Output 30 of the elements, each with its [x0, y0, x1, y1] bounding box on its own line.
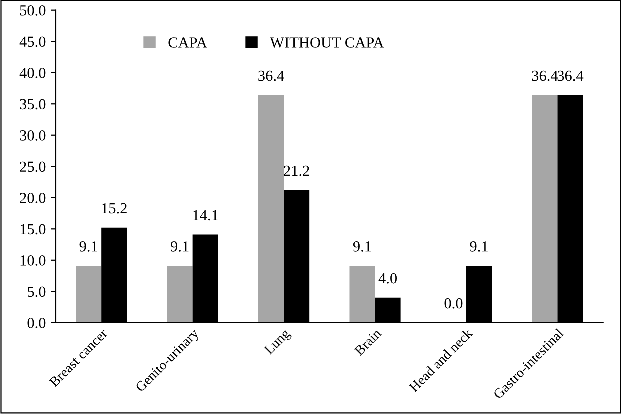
bar	[76, 266, 102, 323]
y-tick-label: 40.0	[20, 68, 46, 78]
y-tick-label: 25.0	[20, 162, 46, 172]
y-tick-label: 50.0	[20, 5, 46, 16]
y-tick-label: 45.0	[20, 36, 46, 48]
data-label: 4.0	[378, 273, 398, 284]
data-label: 9.1	[470, 242, 488, 252]
data-label: 0.0	[444, 298, 463, 309]
bar	[532, 95, 558, 323]
data-label: 21.2	[284, 166, 310, 176]
data-label: 15.2	[102, 203, 127, 214]
legend-label: CAPA	[168, 38, 208, 48]
data-label: 9.1	[170, 242, 189, 252]
y-tick-label: 30.0	[20, 130, 46, 141]
y-tick-label: 35.0	[20, 99, 46, 110]
y-tick-label: 0.0	[28, 318, 46, 328]
data-label: 36.4	[532, 70, 558, 82]
bar	[258, 95, 284, 323]
y-tick-label: 5.0	[28, 286, 46, 298]
data-label: 14.1	[194, 210, 218, 221]
bar	[167, 266, 193, 323]
data-label: 9.1	[80, 242, 98, 252]
bar	[350, 266, 376, 323]
data-label: 36.4	[258, 70, 284, 82]
y-tick-label: 10.0	[20, 256, 46, 266]
legend-label: WITHOUT CAPA	[270, 38, 384, 48]
data-label: 36.4	[558, 70, 584, 82]
data-label: 9.1	[353, 242, 372, 252]
y-tick-label: 15.0	[20, 224, 46, 235]
y-tick-label: 20.0	[20, 193, 46, 204]
